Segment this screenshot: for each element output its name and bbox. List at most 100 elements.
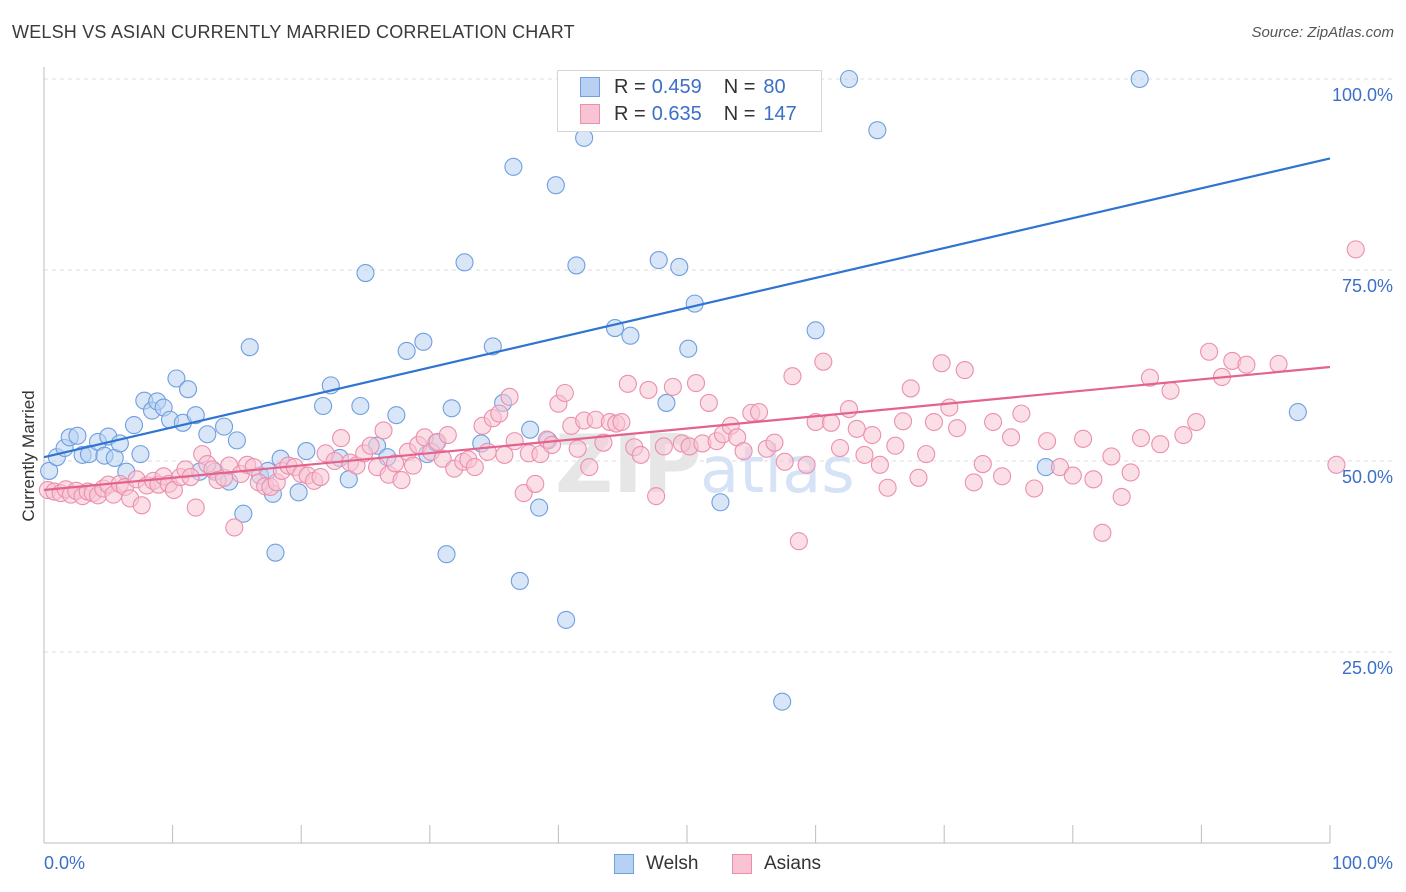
asian-point bbox=[1025, 479, 1044, 498]
welsh-point bbox=[131, 445, 150, 464]
stats-legend: R = 0.459 N = 80 R = 0.635 N = 147 bbox=[557, 70, 822, 132]
welsh-point bbox=[186, 406, 205, 425]
asian-point bbox=[555, 383, 574, 403]
asians-n-label: N = bbox=[723, 102, 756, 125]
asian-point bbox=[863, 425, 882, 445]
asians-legend-swatch bbox=[732, 854, 752, 874]
asian-point bbox=[1131, 429, 1151, 448]
welsh-point bbox=[351, 396, 370, 416]
asian-point bbox=[404, 456, 423, 475]
asian-trend-line bbox=[43, 365, 1331, 492]
welsh-point bbox=[670, 257, 689, 276]
gridlines bbox=[44, 78, 1394, 653]
asian-point bbox=[1174, 425, 1193, 445]
asian-point bbox=[924, 412, 943, 432]
bottom-legend-welsh: Welsh bbox=[614, 852, 698, 876]
asian-point bbox=[618, 374, 637, 393]
welsh-point bbox=[679, 339, 698, 358]
asian-point bbox=[1327, 455, 1346, 474]
asian-point bbox=[639, 380, 658, 399]
welsh-point bbox=[530, 498, 549, 517]
asian-point bbox=[663, 377, 682, 396]
welsh-point bbox=[1288, 403, 1307, 422]
welsh-point bbox=[387, 406, 406, 425]
asian-point bbox=[1161, 381, 1180, 400]
welsh-r-value: 0.459 bbox=[651, 75, 702, 98]
asian-point bbox=[948, 419, 967, 438]
tick-labels: 25.0% 50.0% 75.0% 100.0% 0.0% 100.0% bbox=[44, 85, 1393, 873]
asian-point bbox=[1237, 355, 1256, 374]
welsh-point bbox=[266, 543, 285, 562]
asian-point bbox=[932, 354, 951, 373]
welsh-point bbox=[214, 417, 234, 436]
welsh-point bbox=[868, 121, 887, 140]
asian-point bbox=[886, 436, 905, 455]
y-axis-label: Currently Married bbox=[19, 390, 38, 521]
asian-point bbox=[332, 429, 351, 448]
asian-point bbox=[1151, 435, 1170, 454]
welsh-point bbox=[178, 380, 198, 399]
asian-point bbox=[311, 467, 330, 487]
trend-lines bbox=[43, 157, 1331, 492]
asian-point bbox=[1112, 487, 1131, 506]
asians-legend-label: Asians bbox=[764, 853, 822, 874]
welsh-point bbox=[621, 326, 640, 345]
welsh-n-value: 80 bbox=[763, 75, 786, 98]
welsh-trend-line bbox=[43, 157, 1331, 459]
asian-point bbox=[847, 419, 866, 438]
asian-point bbox=[749, 403, 769, 422]
asian-point bbox=[526, 474, 545, 493]
asian-point bbox=[984, 412, 1003, 432]
welsh-point bbox=[557, 610, 576, 629]
asian-point bbox=[433, 449, 452, 468]
welsh-legend-swatch bbox=[614, 854, 634, 874]
welsh-point bbox=[198, 425, 217, 444]
asian-point bbox=[465, 458, 484, 477]
welsh-point bbox=[167, 369, 186, 388]
y-tick-label: 100.0% bbox=[1332, 85, 1393, 105]
asian-point bbox=[765, 433, 784, 452]
asian-point bbox=[1102, 447, 1121, 466]
asian-point bbox=[386, 454, 405, 473]
axes bbox=[43, 67, 1331, 844]
asian-point bbox=[686, 374, 706, 393]
welsh-point bbox=[124, 416, 144, 435]
bottom-legend-asians: Asians bbox=[732, 852, 821, 876]
welsh-point bbox=[442, 399, 461, 418]
asian-point bbox=[797, 455, 816, 474]
legend-row-asians: R = 0.635 N = 147 bbox=[580, 101, 797, 127]
asian-point bbox=[993, 467, 1012, 486]
welsh-point bbox=[437, 545, 456, 564]
asian-point bbox=[580, 458, 599, 477]
asians-r-label: R = bbox=[614, 102, 646, 125]
asians-swatch bbox=[580, 104, 600, 124]
asian-point bbox=[186, 498, 205, 517]
asians-r-value: 0.635 bbox=[651, 102, 702, 125]
welsh-point bbox=[510, 571, 529, 590]
y-tick-label: 75.0% bbox=[1342, 276, 1393, 296]
asian-point bbox=[940, 398, 959, 417]
asian-point bbox=[821, 413, 841, 432]
asian-point bbox=[955, 361, 974, 380]
legend-row-welsh: R = 0.459 N = 80 bbox=[580, 74, 786, 100]
welsh-point bbox=[297, 442, 316, 461]
welsh-point bbox=[1130, 69, 1149, 89]
asian-point bbox=[734, 442, 753, 461]
asian-point bbox=[438, 425, 457, 445]
asian-point bbox=[964, 473, 983, 492]
welsh-point bbox=[521, 420, 540, 439]
asian-point bbox=[814, 352, 833, 371]
asians-n-value: 147 bbox=[763, 102, 797, 125]
x-tick-label: 100.0% bbox=[1332, 853, 1393, 873]
asian-point bbox=[878, 478, 897, 497]
welsh-point bbox=[773, 692, 792, 711]
asian-point bbox=[647, 487, 666, 506]
asian-point bbox=[775, 452, 794, 471]
asian-point bbox=[500, 387, 519, 406]
welsh-point bbox=[240, 338, 259, 357]
welsh-point bbox=[839, 69, 859, 89]
welsh-point bbox=[657, 393, 676, 412]
asian-point bbox=[1084, 470, 1103, 489]
source-label: Source: ZipAtlas.com bbox=[1251, 24, 1394, 41]
asian-point bbox=[789, 532, 808, 551]
